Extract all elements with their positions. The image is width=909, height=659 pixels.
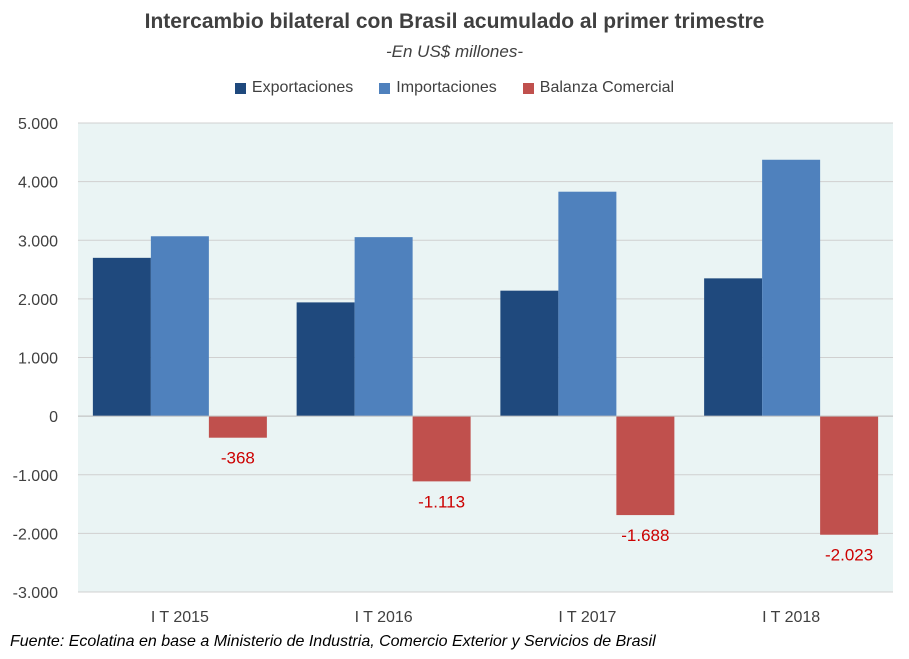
chart-subtitle: -En US$ millones- [386,42,523,61]
bar-balanza-comercial [820,416,879,535]
data-label: -1.113 [418,492,465,511]
bar-importaciones [558,191,617,417]
legend-label-exportaciones: Exportaciones [251,79,354,96]
bar-balanza-comercial [616,416,675,516]
legend-label-importaciones: Importaciones [396,79,497,96]
y-tick-label: 3.000 [18,233,58,250]
legend-swatch-balanza-comercial [522,82,534,94]
y-tick-label: -3.000 [13,585,58,602]
bar-importaciones [150,236,209,417]
y-tick-label: 1.000 [18,351,58,368]
bar-balanza-comercial [208,416,267,438]
data-label: -1.688 [621,526,669,545]
bar-importaciones [762,159,821,417]
bar-exportaciones [92,257,151,417]
bar-importaciones [354,237,413,417]
x-tick-label: I T 2016 [355,609,413,626]
chart-title: Intercambio bilateral con Brasil acumula… [144,10,765,33]
y-tick-label: 4.000 [18,175,58,192]
legend-label-balanza-comercial: Balanza Comercial [539,79,675,96]
y-tick-label: -2.000 [13,526,58,543]
legend-item-balanza-comercial: Balanza Comercial [522,79,675,97]
bar-exportaciones [296,302,355,417]
data-label: -2.023 [825,546,873,565]
bar-balanza-comercial [412,416,471,482]
legend-item-importaciones: Importaciones [379,79,497,97]
y-tick-label: 0 [49,409,58,426]
source-note: Fuente: Ecolatina en base a Ministerio d… [10,633,656,650]
x-tick-label: I T 2015 [151,609,209,626]
data-label: -368 [221,449,255,468]
chart-legend: Exportaciones Importaciones Balanza Come… [0,79,909,97]
x-tick-label: I T 2018 [762,609,820,626]
y-tick-label: 2.000 [18,292,58,309]
legend-swatch-importaciones [379,82,391,94]
x-tick-label: I T 2017 [558,609,616,626]
bar-exportaciones [500,290,559,417]
legend-swatch-exportaciones [234,82,246,94]
bar-exportaciones [704,278,763,417]
y-tick-label: 5.000 [18,116,58,133]
y-tick-label: -1.000 [13,468,58,485]
legend-item-exportaciones: Exportaciones [234,79,354,97]
